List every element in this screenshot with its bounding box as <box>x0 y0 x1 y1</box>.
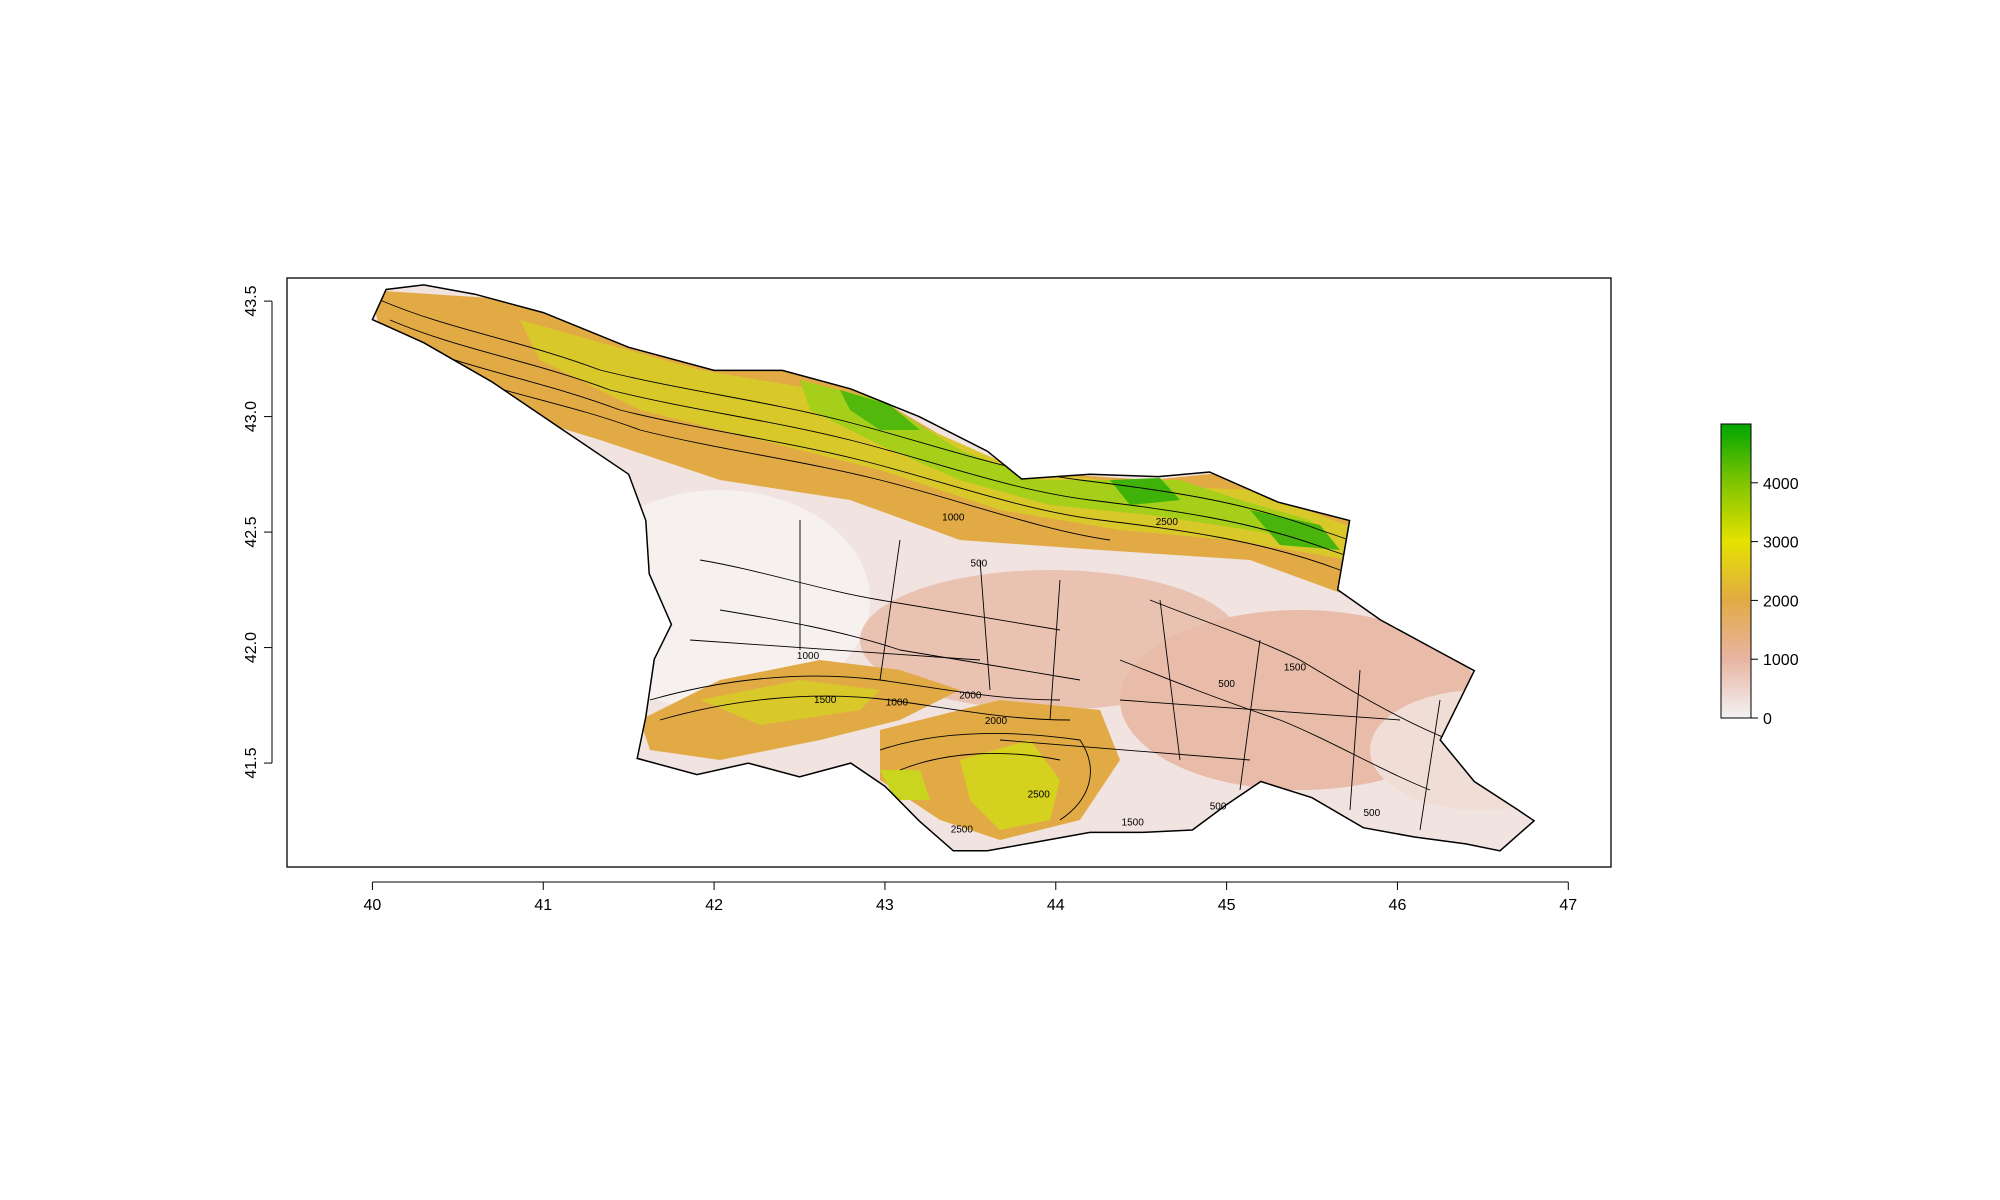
y-tick-label: 41.5 <box>243 747 260 778</box>
legend-tick-label: 3000 <box>1763 535 1799 552</box>
y-tick-label: 43.0 <box>243 401 260 432</box>
elevation-legend: 0 1000 2000 3000 4000 <box>1720 423 1799 728</box>
plot-frame <box>286 277 1612 868</box>
x-tick-label: 46 <box>1389 897 1407 914</box>
x-tick-label: 43 <box>876 897 894 914</box>
x-tick-label: 45 <box>1218 897 1236 914</box>
legend-colorbar <box>1720 423 1752 719</box>
contour-lines <box>379 299 1471 831</box>
contour-label: 1000 <box>886 697 909 708</box>
x-tick-label: 47 <box>1559 897 1577 914</box>
contour-label: 2500 <box>1156 517 1179 528</box>
contour-label: 500 <box>1218 679 1235 690</box>
legend-tick-label: 0 <box>1763 711 1772 728</box>
contour-labels: 1000 500 2500 1000 1500 1000 2000 2000 2500 2500 1… <box>797 513 1381 836</box>
contour-label: 1000 <box>942 513 965 524</box>
contour-label: 500 <box>971 559 988 570</box>
contour-label: 2500 <box>951 824 974 835</box>
elevation-raster <box>372 284 1535 851</box>
y-tick-label: 42.5 <box>243 516 260 547</box>
contour-label: 1500 <box>1284 663 1307 674</box>
contour-label: 2500 <box>1028 790 1051 801</box>
x-tick-label: 41 <box>534 897 552 914</box>
contour-label: 2000 <box>985 716 1008 727</box>
x-tick-label: 40 <box>364 897 382 914</box>
legend-tick-label: 1000 <box>1763 652 1799 669</box>
contour-label: 2000 <box>959 690 982 701</box>
contour-label: 500 <box>1363 808 1380 819</box>
contour-label: 500 <box>1210 801 1227 812</box>
contour-label: 1000 <box>797 651 820 662</box>
country-outline <box>371 284 1536 852</box>
legend-ticks: 0 1000 2000 3000 4000 <box>1751 476 1799 728</box>
x-axis: 40 41 42 43 44 45 46 47 <box>364 881 1577 914</box>
y-tick-label: 43.5 <box>243 285 260 316</box>
x-tick-label: 44 <box>1047 897 1065 914</box>
contour-label: 1500 <box>1122 817 1145 828</box>
legend-tick-label: 2000 <box>1763 593 1799 610</box>
x-tick-label: 42 <box>705 897 723 914</box>
y-tick-label: 42.0 <box>243 632 260 663</box>
contour-label: 1500 <box>814 695 837 706</box>
y-axis: 41.5 42.0 42.5 43.0 43.5 <box>243 285 273 779</box>
legend-tick-label: 4000 <box>1763 476 1799 493</box>
